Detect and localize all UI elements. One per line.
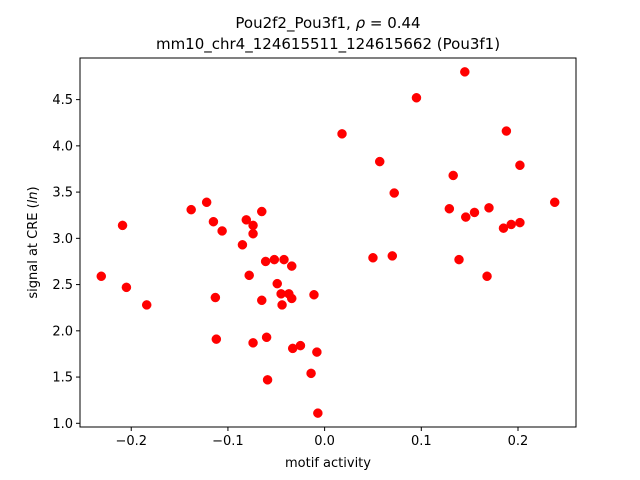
data-point bbox=[506, 219, 516, 230]
data-point bbox=[201, 197, 212, 208]
x-tick-label: 0.0 bbox=[314, 434, 335, 449]
data-point bbox=[241, 215, 252, 225]
data-point bbox=[210, 292, 221, 303]
y-tick-label: 4.0 bbox=[52, 139, 73, 154]
plot-frame bbox=[79, 57, 577, 428]
data-points bbox=[96, 67, 560, 418]
data-point bbox=[337, 129, 347, 139]
y-tick-label: 4.5 bbox=[52, 93, 73, 108]
data-point bbox=[312, 347, 322, 357]
data-point bbox=[460, 67, 470, 77]
data-point bbox=[211, 334, 222, 344]
data-point bbox=[295, 340, 306, 351]
x-tick-label: 0.1 bbox=[411, 434, 432, 449]
data-point bbox=[261, 332, 272, 343]
data-point bbox=[444, 203, 455, 214]
data-point bbox=[515, 217, 525, 228]
data-point bbox=[217, 226, 227, 236]
data-point bbox=[279, 254, 289, 265]
data-point bbox=[501, 126, 512, 136]
data-point bbox=[411, 93, 422, 103]
data-point bbox=[257, 295, 267, 306]
data-point bbox=[389, 188, 399, 198]
data-point bbox=[186, 204, 196, 215]
y-tick-label: 3.0 bbox=[52, 232, 73, 247]
data-point bbox=[448, 170, 458, 181]
y-axis-label: signal at CRE (ln) bbox=[26, 186, 41, 298]
data-point bbox=[272, 278, 282, 289]
y-tick-label: 1.0 bbox=[52, 417, 73, 432]
data-point bbox=[277, 300, 287, 310]
data-point bbox=[257, 206, 267, 217]
data-point bbox=[313, 408, 323, 418]
x-axis-label: motif activity bbox=[285, 456, 371, 471]
data-point bbox=[454, 254, 464, 265]
data-point bbox=[237, 240, 248, 250]
data-point bbox=[482, 271, 492, 282]
chart-title-line2: mm10_chr4_124615511_124615662 (Pou3f1) bbox=[156, 35, 500, 54]
data-point bbox=[117, 220, 128, 231]
chart-title-line1: Pou2f2_Pou3f1, ρ = 0.44 bbox=[235, 14, 420, 33]
data-point bbox=[262, 375, 273, 385]
data-point bbox=[286, 261, 297, 271]
data-point bbox=[248, 228, 258, 239]
data-point bbox=[96, 271, 107, 282]
data-point bbox=[141, 300, 152, 310]
data-point bbox=[244, 270, 254, 281]
x-tick-label: −0.1 bbox=[212, 434, 244, 449]
data-point bbox=[286, 293, 297, 304]
x-tick-label: −0.2 bbox=[115, 434, 147, 449]
data-point bbox=[498, 223, 509, 233]
x-tick-label: 0.2 bbox=[508, 434, 529, 449]
data-point bbox=[461, 212, 471, 222]
y-tick-label: 2.0 bbox=[52, 324, 73, 339]
data-point bbox=[469, 207, 480, 218]
data-point bbox=[306, 368, 316, 379]
data-point bbox=[549, 197, 560, 208]
data-point bbox=[260, 256, 271, 267]
data-point bbox=[368, 253, 378, 263]
data-point bbox=[121, 282, 132, 293]
data-point bbox=[248, 338, 258, 348]
data-point bbox=[484, 203, 494, 213]
data-point bbox=[387, 251, 398, 261]
y-tick-label: 2.5 bbox=[52, 278, 73, 293]
data-point bbox=[269, 254, 280, 265]
plot-area bbox=[80, 58, 576, 427]
data-point bbox=[208, 216, 219, 227]
data-point bbox=[374, 156, 385, 167]
data-point bbox=[248, 220, 258, 231]
x-axis-ticks: −0.2 −0.1 0.0 0.1 0.2 bbox=[115, 427, 528, 449]
y-tick-label: 3.5 bbox=[52, 186, 73, 201]
data-point bbox=[515, 160, 525, 171]
y-tick-label: 1.5 bbox=[52, 371, 73, 386]
y-axis-ticks: 1.0 1.5 2.0 2.5 3.0 3.5 4.0 4.5 bbox=[52, 93, 80, 432]
data-point bbox=[309, 290, 319, 300]
